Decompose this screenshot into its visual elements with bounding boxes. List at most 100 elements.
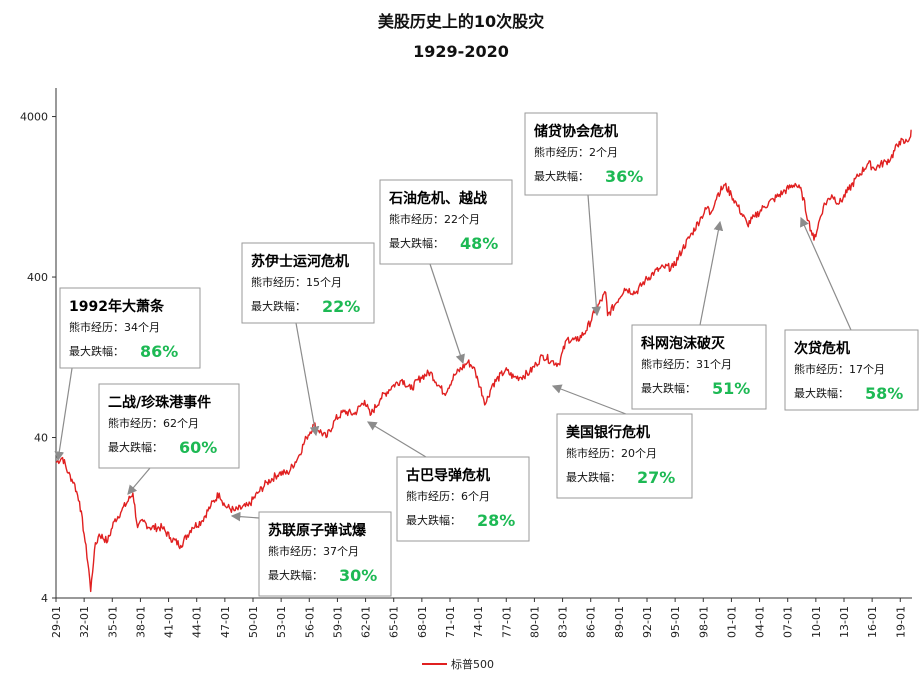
annotation-title: 二战/珍珠港事件: [108, 394, 211, 411]
annotation-box-frame: [556, 413, 693, 499]
annotation-title: 科网泡沫破灭: [641, 335, 726, 352]
x-tick-label: 71-01: [444, 606, 457, 638]
annotation-box-frame: [524, 112, 658, 196]
series-line-sp500: [55, 129, 912, 593]
annotation-drop-value: 86%: [140, 342, 178, 361]
legend: 标普500: [422, 657, 494, 671]
annotation-drop-value: 58%: [865, 384, 903, 403]
annotation-arrow: [295, 322, 320, 437]
x-tick-label: 89-01: [613, 606, 626, 638]
x-tick-label: 01-01: [725, 606, 738, 638]
annotation-box-frame: [784, 329, 919, 411]
x-tick-label: 74-01: [472, 606, 485, 638]
annotation-title: 储贷协会危机: [533, 123, 618, 140]
x-tick-label: 59-01: [331, 606, 344, 638]
x-tick-label: 38-01: [134, 606, 147, 638]
x-tick-label: 77-01: [500, 606, 513, 638]
x-tick-label: 04-01: [754, 606, 767, 638]
annotation-box-frame: [258, 511, 392, 597]
annotation-duration: 熊市经历：37个月: [268, 544, 359, 558]
annotation-duration: 熊市经历：17个月: [794, 362, 885, 376]
chart-title: 美股历史上的10次股灾: [378, 12, 545, 31]
y-tick-label: 4: [41, 592, 48, 605]
annotation-duration: 熊市经历：2个月: [534, 145, 618, 159]
annotation-arrow: [366, 421, 427, 458]
axes: [55, 88, 912, 599]
annotation-drop-label: 最大跌幅：: [69, 344, 124, 358]
annotation-box-frame: [98, 383, 240, 469]
x-ticks: 29-01 32-01 35-01 38-01 41-01 44-01 47-01 50-01…: [50, 598, 907, 638]
annotation-arrows: [54, 194, 852, 522]
x-tick-label: 95-01: [669, 606, 682, 638]
annotation-box-frame: [396, 456, 530, 542]
annotation-drop-label: 最大跌幅：: [794, 386, 849, 400]
annotation-duration: 熊市经历：22个月: [389, 212, 480, 226]
x-tick-label: 50-01: [247, 606, 260, 638]
x-tick-label: 47-01: [219, 606, 232, 638]
annotation-arrow: [551, 384, 627, 415]
y-ticks: 4 40 400 4000: [20, 111, 56, 605]
annotation-title: 苏联原子弹试爆: [268, 522, 367, 539]
x-tick-label: 86-01: [585, 606, 598, 638]
x-tick-label: 41-01: [163, 606, 176, 638]
annotation-drop-value: 30%: [339, 566, 377, 585]
annotation-arrow: [429, 263, 465, 365]
annotation-duration: 熊市经历：31个月: [641, 357, 732, 371]
x-tick-label: 68-01: [416, 606, 429, 638]
annotation-title: 美国银行危机: [566, 424, 650, 441]
x-tick-label: 80-01: [528, 606, 541, 638]
x-tick-label: 98-01: [697, 606, 710, 638]
annotation-box-frame: [59, 287, 201, 369]
annotation-drop-label: 最大跌幅：: [641, 381, 696, 395]
x-tick-label: 35-01: [106, 606, 119, 638]
annotation-arrow: [800, 216, 852, 331]
annotation-drop-value: 28%: [477, 511, 515, 530]
annotation-drop-label: 最大跌幅：: [268, 568, 323, 582]
y-tick-label: 4000: [20, 111, 48, 124]
annotation-drop-label: 最大跌幅：: [108, 440, 163, 454]
x-tick-label: 10-01: [810, 606, 823, 638]
annotation-arrow: [127, 467, 151, 495]
series-group: [55, 129, 912, 593]
annotation-arrow: [587, 194, 602, 317]
annotation-drop-value: 48%: [460, 234, 498, 253]
annotation-title: 次贷危机: [794, 340, 850, 357]
annotation-drop-value: 60%: [179, 438, 217, 457]
annotation-drop-label: 最大跌幅：: [566, 470, 621, 484]
annotation-title: 苏伊士运河危机: [251, 253, 349, 270]
x-tick-label: 56-01: [303, 606, 316, 638]
annotation-duration: 熊市经历：34个月: [69, 320, 160, 334]
x-tick-label: 62-01: [360, 606, 373, 638]
x-tick-label: 19-01: [894, 606, 907, 638]
x-tick-label: 83-01: [557, 606, 570, 638]
annotation-drop-value: 51%: [712, 379, 750, 398]
annotation-box-frame: [379, 179, 513, 265]
annotation-title: 1992年大萧条: [69, 298, 165, 315]
x-tick-label: 29-01: [50, 606, 63, 638]
annotation-drop-label: 最大跌幅：: [534, 169, 589, 183]
x-tick-label: 44-01: [191, 606, 204, 638]
annotation-drop-label: 最大跌幅：: [406, 513, 461, 527]
annotation-drop-label: 最大跌幅：: [389, 236, 444, 250]
annotation-duration: 熊市经历：6个月: [406, 489, 490, 503]
x-tick-label: 53-01: [275, 606, 288, 638]
y-tick-label: 400: [27, 271, 48, 284]
annotation-duration: 熊市经历：62个月: [108, 416, 199, 430]
annotation-arrow: [699, 220, 724, 326]
y-tick-label: 40: [34, 432, 48, 445]
x-tick-label: 32-01: [78, 606, 91, 638]
chart-subtitle: 1929-2020: [413, 42, 509, 61]
x-tick-label: 13-01: [838, 606, 851, 638]
